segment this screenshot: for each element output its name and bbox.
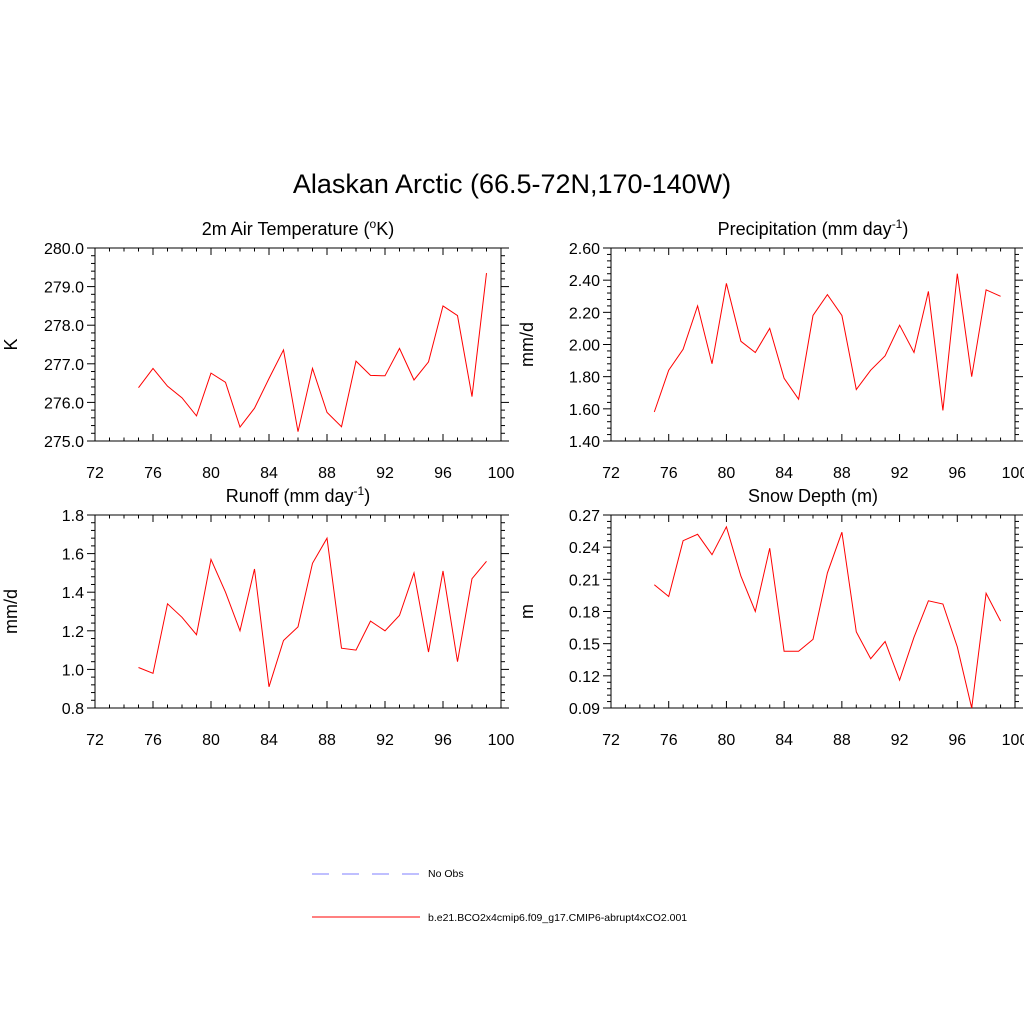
- plot-frame-snow-depth: [610, 514, 1016, 709]
- y-tick-label-snow-depth: 0.15: [569, 637, 600, 654]
- legend-label-no-obs: No Obs: [428, 868, 464, 880]
- series-line-runoff: [138, 536, 487, 687]
- y-tick-label-snow-depth: 0.24: [569, 540, 600, 557]
- y-axis-label-snow-depth: m: [517, 604, 537, 619]
- series-line-snow-depth: [653, 525, 1002, 709]
- x-tick-label-runoff: 72: [86, 732, 104, 749]
- y-tick-label-snow-depth: 0.09: [569, 701, 600, 718]
- x-tick-label-snow-depth: 88: [833, 732, 851, 749]
- plot-frame-runoff: [94, 514, 502, 709]
- legend: No Obs b.e21.BCO2x4cmip6.f09_g17.CMIP6-a…: [312, 868, 687, 924]
- y-tick-label-precipitation: 2.00: [569, 338, 600, 355]
- y-tick-label-precipitation: 2.60: [569, 241, 600, 258]
- x-tick-label-runoff: 92: [376, 732, 394, 749]
- y-tick-label-runoff: 1.4: [62, 585, 84, 602]
- figure-title: Alaskan Arctic (66.5-72N,170-140W): [293, 169, 731, 199]
- panel-air-temperature: 72 76 80 84 88 92 96 100 275.0 276.0 277.0 278.0 279…: [1, 217, 514, 482]
- panel-runoff: 72 76 80 84 88 92 96 100 0.8 1.0 1.2 1.4 1.6 1.8 mm/d R…: [1, 484, 514, 749]
- plot-frame-precipitation: [610, 247, 1016, 442]
- x-tick-label-precipitation: 80: [718, 465, 736, 482]
- x-tick-label-snow-depth: 84: [775, 732, 793, 749]
- y-tick-label-air-temperature: 275.0: [44, 434, 84, 451]
- x-tick-label-air-temperature: 88: [318, 465, 336, 482]
- y-tick-label-runoff: 1.8: [62, 508, 84, 525]
- y-tick-label-precipitation: 2.40: [569, 273, 600, 290]
- plot-frame-air-temperature: [94, 247, 502, 442]
- y-axis-label-air-temperature: K: [1, 338, 21, 350]
- x-tick-label-precipitation: 84: [775, 465, 793, 482]
- y-tick-label-runoff: 1.2: [62, 624, 84, 641]
- x-tick-label-snow-depth: 92: [891, 732, 909, 749]
- y-tick-label-runoff: 1.6: [62, 547, 84, 564]
- panel-title-snow-depth: Snow Depth (m): [748, 486, 878, 506]
- legend-label-model-run: b.e21.BCO2x4cmip6.f09_g17.CMIP6-abrupt4x…: [428, 912, 687, 924]
- x-tick-label-air-temperature: 96: [434, 465, 452, 482]
- x-tick-label-precipitation: 100: [1002, 465, 1024, 482]
- y-axis-label-runoff: mm/d: [1, 589, 21, 634]
- x-tick-label-precipitation: 72: [602, 465, 620, 482]
- panel-title-air-temperature: 2m Air Temperature (oK): [202, 217, 394, 239]
- y-tick-label-air-temperature: 278.0: [44, 318, 84, 335]
- y-tick-label-air-temperature: 279.0: [44, 280, 84, 297]
- x-tick-label-snow-depth: 80: [718, 732, 736, 749]
- x-tick-label-precipitation: 88: [833, 465, 851, 482]
- y-tick-label-runoff: 1.0: [62, 662, 84, 679]
- y-tick-label-air-temperature: 280.0: [44, 241, 84, 258]
- y-tick-label-snow-depth: 0.27: [569, 508, 600, 525]
- x-tick-label-air-temperature: 84: [260, 465, 278, 482]
- x-tick-label-runoff: 100: [488, 732, 515, 749]
- x-tick-label-snow-depth: 76: [660, 732, 678, 749]
- x-tick-label-snow-depth: 96: [948, 732, 966, 749]
- y-tick-label-precipitation: 1.80: [569, 370, 600, 387]
- panel-title-runoff: Runoff (mm day-1): [226, 484, 370, 506]
- y-tick-label-snow-depth: 0.21: [569, 572, 600, 589]
- y-tick-label-precipitation: 2.20: [569, 305, 600, 322]
- x-tick-label-runoff: 80: [202, 732, 220, 749]
- panels-group: 72 76 80 84 88 92 96 100 275.0 276.0 277.0 278.0 279…: [1, 217, 1024, 749]
- x-tick-label-air-temperature: 100: [488, 465, 515, 482]
- x-tick-label-snow-depth: 72: [602, 732, 620, 749]
- y-tick-label-snow-depth: 0.12: [569, 669, 600, 686]
- x-tick-label-runoff: 76: [144, 732, 162, 749]
- y-tick-label-runoff: 0.8: [62, 701, 84, 718]
- x-tick-label-air-temperature: 76: [144, 465, 162, 482]
- y-tick-label-air-temperature: 276.0: [44, 395, 84, 412]
- y-tick-label-precipitation: 1.60: [569, 402, 600, 419]
- panel-snow-depth: 72 76 80 84 88 92 96 100 0.09 0.12 0.15 0.18 0.21 0.2…: [517, 486, 1024, 749]
- y-tick-label-precipitation: 1.40: [569, 434, 600, 451]
- series-line-air-temperature: [138, 273, 487, 432]
- x-tick-label-air-temperature: 92: [376, 465, 394, 482]
- x-tick-label-precipitation: 96: [948, 465, 966, 482]
- series-line-precipitation: [653, 273, 1001, 413]
- y-axis-label-precipitation: mm/d: [517, 322, 537, 367]
- x-tick-label-air-temperature: 80: [202, 465, 220, 482]
- panel-title-precipitation: Precipitation (mm day-1): [718, 217, 909, 239]
- y-tick-label-snow-depth: 0.18: [569, 605, 600, 622]
- x-tick-label-snow-depth: 100: [1002, 732, 1024, 749]
- y-tick-label-air-temperature: 277.0: [44, 357, 84, 374]
- x-tick-label-air-temperature: 72: [86, 465, 104, 482]
- x-tick-label-precipitation: 92: [891, 465, 909, 482]
- panel-precipitation: 72 76 80 84 88 92 96 100 1.40 1.60 1.80 2.00 2.20 2.4…: [517, 217, 1024, 482]
- x-tick-label-runoff: 84: [260, 732, 278, 749]
- x-tick-label-runoff: 88: [318, 732, 336, 749]
- x-tick-label-runoff: 96: [434, 732, 452, 749]
- x-tick-label-precipitation: 76: [660, 465, 678, 482]
